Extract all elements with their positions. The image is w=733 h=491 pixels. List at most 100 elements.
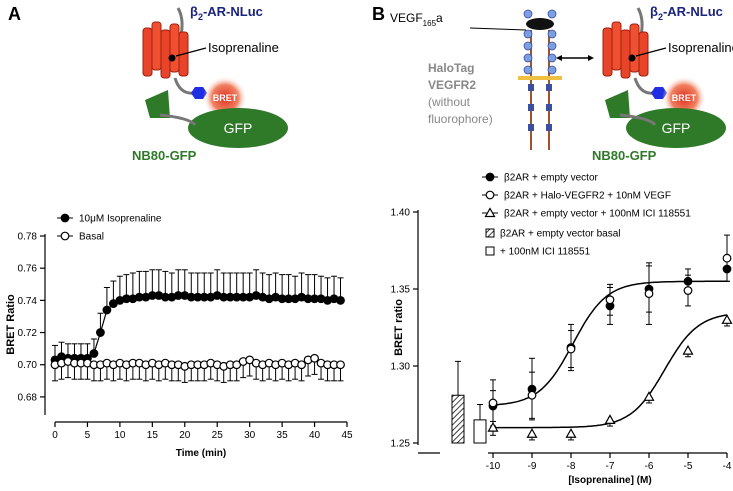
y-tick-label: 0.78 <box>18 232 38 243</box>
gfp-label: GFP <box>662 120 691 136</box>
marker <box>527 390 537 400</box>
x-tick-label: 5 <box>85 430 91 441</box>
legend-label: β2AR + Halo-VEGFR2 + 10nM VEGF <box>504 191 671 202</box>
y-tick-label: 0.68 <box>18 392 38 403</box>
y-tick-label: 0.72 <box>18 328 38 339</box>
y-axis-label: BRET Ratio <box>5 294 17 355</box>
legend-marker <box>485 172 495 182</box>
y-tick-label: 0.70 <box>18 360 38 371</box>
receptor-label-part: -AR-NLuc <box>203 4 263 19</box>
receptor-label-part: -AR-NLuc <box>663 4 723 19</box>
x-tick-label: -4 <box>723 461 732 472</box>
nanobody-label: NB80-GFP <box>592 148 657 163</box>
x-tick-label: 40 <box>309 430 321 441</box>
x-tick-label: -6 <box>645 461 654 472</box>
legend-label: β2AR + empty vector <box>504 173 599 184</box>
panel-label: A <box>8 4 21 24</box>
x-axis-label: Time (min) <box>176 448 226 459</box>
receptor-label: β2-AR-NLuc <box>650 4 723 22</box>
marker <box>566 344 576 354</box>
x-tick-label: -8 <box>567 461 576 472</box>
legend-marker <box>484 207 496 218</box>
legend-label: Basal <box>79 232 104 243</box>
marker <box>604 414 616 424</box>
x-tick-label: -9 <box>528 461 537 472</box>
legend-swatch <box>485 228 495 238</box>
x-tick-label: -5 <box>684 461 693 472</box>
x-tick-label: 15 <box>147 430 159 441</box>
receptor-label-part: 2 <box>198 12 203 22</box>
y-tick-label: 0.74 <box>18 296 38 307</box>
legend-marker <box>60 213 70 223</box>
x-axis-label: [Isoprenaline] (M) <box>568 475 651 486</box>
vegfr2-diagram <box>469 9 594 150</box>
ligand-label: Isoprenaline <box>208 40 279 55</box>
vegf-label-part: 165 <box>423 19 437 28</box>
partner-label: (without <box>428 95 471 109</box>
legend-label: + 100nM ICI 118551 <box>500 247 591 258</box>
marker <box>336 360 345 370</box>
marker <box>683 286 693 295</box>
marker <box>487 421 499 432</box>
marker <box>682 344 694 355</box>
marker <box>605 295 615 305</box>
x-tick-label: -10 <box>486 461 501 472</box>
fit-curve <box>493 314 728 429</box>
y-tick-label: 1.40 <box>391 208 411 219</box>
legend-label: β2AR + empty vector + 100nM ICI 118551 <box>504 209 691 220</box>
marker <box>488 398 498 408</box>
marker <box>336 295 345 305</box>
partner-label: HaloTag <box>428 61 474 75</box>
partner-label: VEGFR2 <box>428 78 476 92</box>
y-tick-label: 1.35 <box>391 285 411 296</box>
x-tick-label: 35 <box>277 430 289 441</box>
legend-marker <box>485 190 495 200</box>
marker <box>310 353 319 363</box>
y-tick-label: 0.76 <box>18 264 38 275</box>
marker <box>643 391 655 401</box>
bret-label: BRET <box>213 93 238 103</box>
marker <box>722 253 732 263</box>
legend-marker <box>60 231 70 241</box>
vegf-label: VEGF165a <box>390 11 443 28</box>
marker <box>297 360 306 370</box>
vegf-label-part: a <box>436 11 443 25</box>
bret-label: BRET <box>672 93 697 103</box>
x-tick-label: 25 <box>212 430 224 441</box>
marker <box>526 428 538 438</box>
legend-swatch <box>485 246 495 256</box>
x-tick-label: 0 <box>52 430 58 441</box>
marker <box>644 289 654 299</box>
series-line <box>54 294 341 361</box>
partner-label: fluorophore) <box>428 112 493 126</box>
bar <box>451 394 465 444</box>
x-tick-label: 30 <box>244 430 256 441</box>
x-tick-label: -7 <box>606 461 615 472</box>
receptor-label-part: 2 <box>658 12 663 22</box>
x-tick-label: 20 <box>179 430 191 441</box>
receptor-label-part: β <box>190 4 198 19</box>
ligand-label: Isoprenaline <box>668 40 733 55</box>
legend-label: β2AR + empty vector basal <box>500 229 621 240</box>
receptor-diagram <box>142 7 288 148</box>
marker <box>721 314 733 324</box>
receptor-diagram <box>602 7 726 148</box>
panel-label: B <box>372 4 385 24</box>
marker <box>96 328 105 337</box>
gfp-label: GFP <box>224 120 253 136</box>
x-tick-label: 45 <box>341 430 353 441</box>
receptor-label-part: β <box>650 4 658 19</box>
bar <box>473 419 487 444</box>
receptor-label: β2-AR-NLuc <box>190 4 263 22</box>
y-tick-label: 1.25 <box>391 439 411 450</box>
nanobody-label: NB80-GFP <box>132 148 197 163</box>
y-tick-label: 1.30 <box>391 362 411 373</box>
marker <box>89 349 99 358</box>
marker <box>102 305 112 315</box>
marker <box>565 428 577 438</box>
vegf-label-part: VEGF <box>390 11 423 25</box>
y-axis-label: BRET ratio <box>393 299 405 356</box>
x-tick-label: 10 <box>114 430 126 441</box>
legend-label: 10μM Isoprenaline <box>79 214 162 225</box>
